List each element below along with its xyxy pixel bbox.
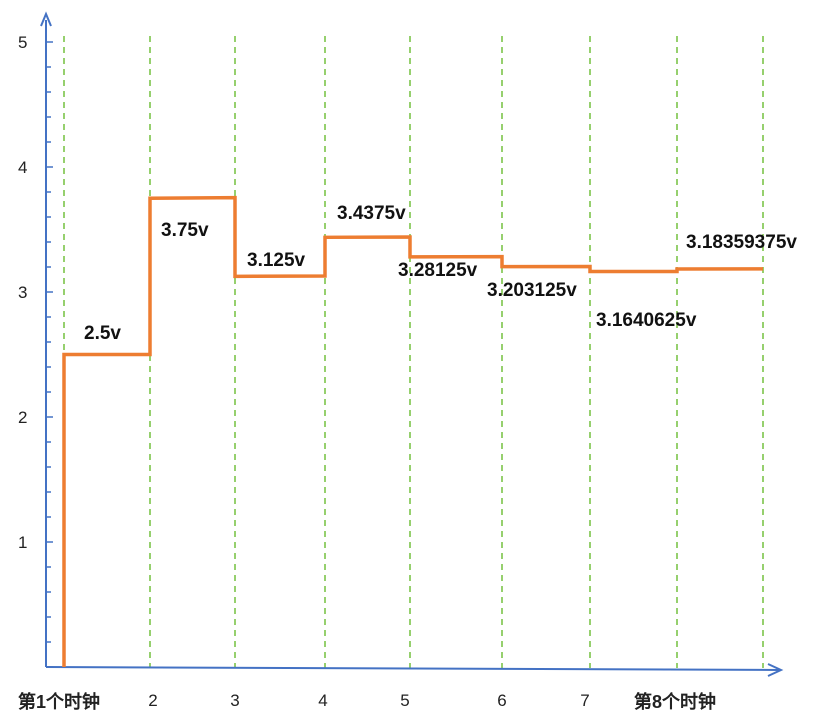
grid-lines: [63, 36, 764, 668]
x-tick-label-4: 4: [318, 691, 327, 710]
data-label-1: 2.5v: [84, 323, 121, 344]
series: [62, 195, 764, 667]
x-tick-label-7: 7: [580, 691, 589, 710]
y-tick-label-5: 5: [18, 33, 27, 52]
y-tick-label-1: 1: [18, 533, 27, 552]
x-axis: [45, 666, 781, 671]
y-tick-label-3: 3: [18, 283, 27, 302]
x-axis-arrow: [767, 663, 784, 677]
data-label-2: 3.75v: [161, 220, 209, 241]
series-line: [62, 195, 764, 667]
labels: 1 2 3 4 5 第1个时钟 2 3 4 5 6 7 第8个时钟 2.5v 3.75v 3.125v 3.43…: [18, 33, 797, 712]
x-tick-label-5: 5: [400, 691, 409, 710]
y-tick-label-4: 4: [18, 158, 27, 177]
x-tick-label-2: 2: [148, 691, 157, 710]
y-tick-label-2: 2: [18, 408, 27, 427]
data-label-8: 3.18359375v: [686, 232, 797, 253]
data-label-7: 3.1640625v: [596, 310, 697, 331]
data-label-3: 3.125v: [247, 250, 306, 271]
data-label-6: 3.203125v: [487, 280, 577, 301]
data-label-5: 3.28125v: [398, 260, 478, 281]
data-label-4: 3.4375v: [337, 203, 406, 224]
axes: [40, 11, 784, 677]
x-tick-label-8: 第8个时钟: [634, 691, 716, 712]
x-tick-label-1: 第1个时钟: [18, 691, 100, 712]
y-axis-arrow: [40, 11, 52, 27]
x-tick-label-6: 6: [497, 691, 506, 710]
x-tick-label-3: 3: [230, 691, 239, 710]
